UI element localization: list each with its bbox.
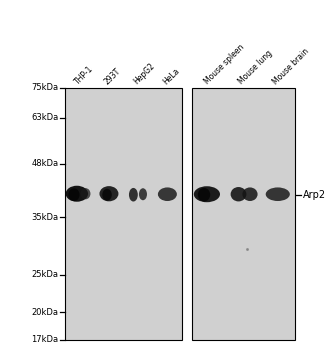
Text: Mouse brain: Mouse brain [271, 46, 311, 86]
Bar [192, 88, 295, 340]
Text: Mouse lung: Mouse lung [237, 49, 275, 86]
Text: THP-1: THP-1 [73, 64, 95, 86]
Ellipse shape [139, 188, 147, 200]
Ellipse shape [158, 188, 177, 201]
Ellipse shape [231, 187, 246, 202]
Ellipse shape [102, 189, 112, 201]
Ellipse shape [198, 188, 210, 202]
Text: 48kDa: 48kDa [31, 159, 58, 168]
Ellipse shape [80, 188, 91, 199]
Text: HepG2: HepG2 [132, 61, 156, 86]
Ellipse shape [242, 188, 257, 201]
Text: 17kDa: 17kDa [31, 336, 58, 344]
Ellipse shape [66, 186, 88, 202]
Ellipse shape [266, 188, 290, 201]
Text: 20kDa: 20kDa [31, 308, 58, 317]
Ellipse shape [69, 188, 80, 201]
Text: Mouse spleen: Mouse spleen [202, 43, 246, 86]
Bar [65, 88, 182, 340]
Text: 75kDa: 75kDa [31, 84, 58, 92]
Ellipse shape [194, 186, 220, 202]
Text: 293T: 293T [103, 66, 122, 86]
Text: HeLa: HeLa [161, 66, 181, 86]
Ellipse shape [129, 188, 138, 202]
Text: 63kDa: 63kDa [31, 113, 58, 122]
Ellipse shape [99, 186, 118, 201]
Text: Arp2: Arp2 [303, 190, 326, 200]
Text: 35kDa: 35kDa [31, 213, 58, 222]
Text: 25kDa: 25kDa [31, 270, 58, 279]
